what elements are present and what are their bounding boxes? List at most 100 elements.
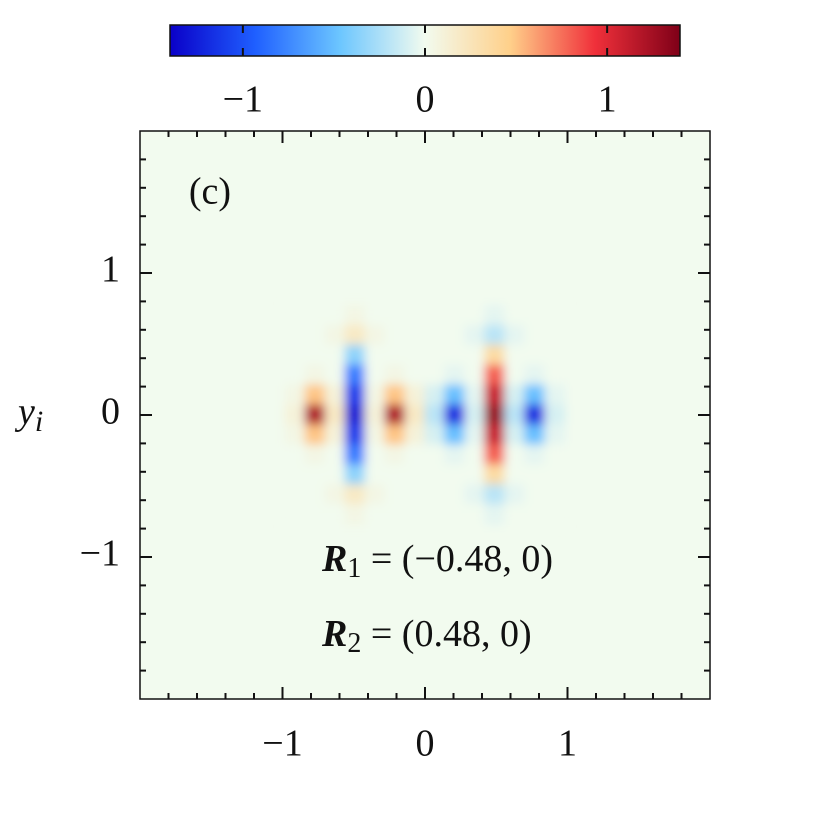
heatmap-cell: [344, 464, 366, 486]
heatmap-cell: [304, 344, 326, 366]
heatmap-cell: [384, 464, 406, 486]
heatmap-cell: [364, 464, 386, 486]
heatmap-cell: [284, 484, 306, 505]
heatmap-cell: [484, 404, 506, 426]
heatmap-cell: [424, 325, 446, 346]
heatmap-cell: [424, 484, 446, 505]
heatmap-cell: [524, 424, 546, 446]
heatmap-cell: [424, 464, 446, 486]
heatmap-cell: [284, 404, 306, 426]
heatmap-cell: [324, 364, 346, 386]
heatmap-cell: [384, 325, 406, 346]
heatmap-cell: [364, 384, 386, 406]
heatmap-cell: [344, 444, 366, 466]
heatmap-cell: [404, 424, 426, 446]
heatmap-cell: [444, 404, 466, 426]
x-tick-label: 0: [416, 723, 435, 765]
heatmap-cell: [304, 325, 326, 346]
annotation-sub: 2: [347, 628, 361, 659]
heatmap-cell: [344, 305, 366, 327]
heatmap-cell: [364, 503, 386, 525]
heatmap-cell: [404, 325, 426, 346]
heatmap-cell: [284, 364, 306, 386]
annotation-sub: 1: [347, 553, 361, 584]
heatmap-cell: [464, 444, 486, 466]
heatmap-cell: [344, 404, 366, 426]
heatmap-cell: [324, 503, 346, 525]
y-axis-label: yi: [14, 391, 43, 438]
annotation-text: = (0.48, 0): [361, 613, 531, 655]
heatmap-cell: [504, 364, 526, 386]
heatmap-cell: [404, 484, 426, 505]
heatmap-cell: [284, 344, 306, 366]
heatmap-cell: [444, 424, 466, 446]
heatmap-cell: [304, 484, 326, 505]
heatmap-cell: [424, 364, 446, 386]
heatmap-cell: [544, 404, 566, 426]
heatmap-cell: [344, 424, 366, 446]
heatmap-cell: [484, 325, 506, 346]
heatmap-cell: [484, 384, 506, 406]
heatmap-cell: [324, 305, 346, 327]
heatmap-cell: [484, 444, 506, 466]
heatmap-cell: [324, 424, 346, 446]
y-tick-label: 1: [101, 249, 120, 291]
heatmap-cell: [544, 344, 566, 366]
heatmap-cell: [284, 464, 306, 486]
heatmap-cell: [324, 325, 346, 346]
heatmap-cell: [284, 444, 306, 466]
heatmap-cell: [504, 325, 526, 346]
colorbar-tick-label: −1: [223, 79, 263, 121]
heatmap-cell: [464, 484, 486, 505]
heatmap-cell: [464, 325, 486, 346]
y-tick-label: −1: [80, 533, 120, 575]
heatmap-cell: [304, 404, 326, 426]
heatmap-cell: [444, 364, 466, 386]
heatmap-cell: [324, 484, 346, 505]
heatmap-cell: [504, 464, 526, 486]
heatmap-cell: [464, 404, 486, 426]
heatmap-cell: [324, 384, 346, 406]
heatmap-cell: [364, 364, 386, 386]
heatmap-cell: [524, 444, 546, 466]
heatmap-cell: [424, 444, 446, 466]
heatmap-cell: [284, 503, 306, 525]
heatmap-cell: [404, 344, 426, 366]
heatmap-cell: [364, 484, 386, 505]
heatmap-cell: [304, 503, 326, 525]
heatmap-cell: [464, 344, 486, 366]
heatmap-cell: [404, 364, 426, 386]
heatmap-cell: [544, 305, 566, 327]
heatmap-cell: [444, 464, 466, 486]
heatmap-cell: [464, 305, 486, 327]
heatmap-cell: [444, 344, 466, 366]
heatmap-cell: [324, 404, 346, 426]
heatmap-cell: [364, 444, 386, 466]
heatmap-cell: [444, 384, 466, 406]
heatmap-cell: [304, 464, 326, 486]
heatmap-cell: [544, 464, 566, 486]
colorbar-tick-label: 0: [416, 79, 435, 121]
heatmap-cell: [504, 404, 526, 426]
heatmap-cell: [384, 305, 406, 327]
heatmap-cell: [524, 364, 546, 386]
panel-label: (c): [189, 171, 231, 213]
heatmap-cell: [384, 444, 406, 466]
heatmap-cell: [544, 364, 566, 386]
heatmap-cell: [404, 464, 426, 486]
heatmap-cell: [364, 344, 386, 366]
heatmap-cell: [484, 344, 506, 366]
heatmap-cell: [524, 384, 546, 406]
heatmap-cell: [364, 404, 386, 426]
annotation-text: = (−0.48, 0): [361, 538, 553, 580]
heatmap-cell: [384, 384, 406, 406]
heatmap-cell: [384, 364, 406, 386]
heatmap-cell: [284, 305, 306, 327]
heatmap-cell: [444, 503, 466, 525]
colorbar-tick-label: 1: [598, 79, 617, 121]
heatmap-cell: [504, 424, 526, 446]
annotation: R1 = (−0.48, 0): [321, 538, 553, 585]
heatmap-cell: [424, 503, 446, 525]
heatmap: [284, 305, 566, 525]
